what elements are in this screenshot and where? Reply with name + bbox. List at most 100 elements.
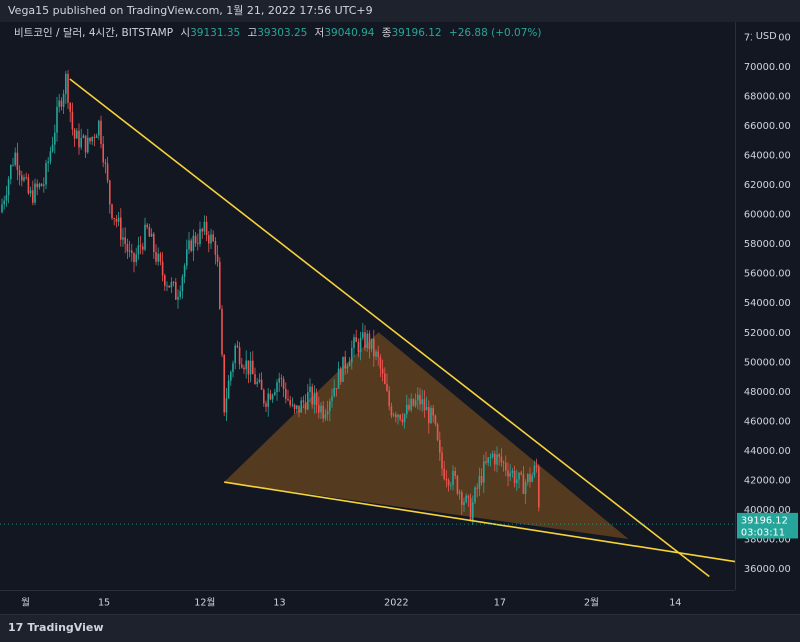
candle-body bbox=[227, 380, 230, 399]
candle-body bbox=[342, 356, 344, 382]
candle-body bbox=[252, 360, 254, 375]
candle-body bbox=[478, 475, 481, 489]
symbol-legend: 비트코인 / 달러, 4시간, BITSTAMP 시39131.35 고3930… bbox=[14, 25, 541, 40]
candle-body bbox=[362, 332, 364, 338]
candle-body bbox=[91, 136, 93, 142]
candle-body bbox=[379, 357, 382, 369]
candle-body bbox=[276, 382, 278, 393]
y-tick-label: 50000.00 bbox=[744, 357, 791, 368]
candle-body bbox=[298, 405, 300, 413]
time-axis[interactable]: 월 15 12월 13 2022 17 2월 14 bbox=[0, 590, 735, 614]
candle-body bbox=[335, 388, 338, 389]
candle-body bbox=[355, 337, 357, 343]
candle-body bbox=[333, 388, 335, 397]
candle-body bbox=[370, 338, 373, 349]
candle-body bbox=[443, 468, 445, 479]
candle-body bbox=[87, 137, 89, 153]
candle-body bbox=[502, 462, 505, 464]
candle-body bbox=[109, 180, 111, 205]
candle-body bbox=[326, 411, 329, 415]
y-tick-label: 46000.00 bbox=[744, 416, 791, 427]
candle-body bbox=[472, 502, 474, 521]
candle-body bbox=[388, 390, 390, 407]
candle-body bbox=[406, 404, 408, 415]
tradingview-logo[interactable]: 𝟭𝟳 TradingView bbox=[8, 621, 104, 634]
candle-body bbox=[7, 179, 10, 196]
candle-body bbox=[480, 475, 483, 483]
candle-body bbox=[476, 487, 478, 489]
trendline-2[interactable] bbox=[224, 481, 735, 563]
close-label: 종 bbox=[381, 27, 392, 39]
candle-body bbox=[522, 474, 525, 494]
currency-bg bbox=[751, 28, 778, 43]
open-label: 시 bbox=[180, 27, 191, 39]
candle-body bbox=[203, 221, 206, 232]
candle-body bbox=[511, 470, 514, 473]
candle-body bbox=[450, 485, 452, 486]
candle-body bbox=[346, 366, 349, 369]
candle-body bbox=[348, 362, 351, 367]
trendline-1[interactable] bbox=[69, 78, 710, 578]
brand-name: TradingView bbox=[27, 621, 104, 634]
candle-body bbox=[500, 456, 503, 463]
candle-body bbox=[117, 217, 120, 222]
currency-label: USD bbox=[756, 31, 777, 42]
candle-body bbox=[287, 398, 289, 401]
candle-body bbox=[43, 184, 45, 186]
y-tick-label: 66000.00 bbox=[744, 121, 791, 132]
candle-body bbox=[197, 243, 199, 245]
candle-body bbox=[54, 132, 56, 145]
candle-body bbox=[205, 221, 208, 236]
candle-body bbox=[278, 378, 280, 383]
candle-body bbox=[505, 462, 507, 471]
candle-body bbox=[489, 457, 492, 458]
candle-body bbox=[219, 261, 221, 309]
candle-body bbox=[210, 234, 212, 244]
publish-bar: Vega15 published on TradingView.com, 1월 … bbox=[0, 0, 800, 22]
candle-body bbox=[454, 470, 456, 477]
price-axis[interactable]: 36000.00 38000.00 40000.00 42000.00 44000.00… bbox=[735, 22, 800, 590]
y-tick-label: 60000.00 bbox=[744, 210, 791, 221]
candle-body bbox=[531, 475, 533, 482]
candle-body bbox=[181, 276, 184, 292]
candle-body bbox=[507, 470, 509, 477]
candle-body bbox=[38, 183, 41, 188]
candle-body bbox=[375, 351, 377, 357]
candle-body bbox=[513, 470, 516, 484]
candle-body bbox=[247, 360, 250, 375]
candle-body bbox=[128, 250, 131, 252]
candle-body bbox=[71, 111, 74, 130]
candle-body bbox=[238, 347, 241, 365]
candle-body bbox=[146, 224, 148, 228]
candle-body bbox=[439, 440, 441, 453]
candle-body bbox=[27, 177, 30, 194]
y-tick-label: 58000.00 bbox=[744, 239, 791, 250]
candle-body bbox=[421, 399, 423, 405]
candle-body bbox=[216, 254, 219, 262]
candle-body bbox=[474, 487, 476, 503]
candle-body bbox=[153, 233, 155, 253]
candle-body bbox=[296, 405, 298, 410]
candle-body bbox=[212, 234, 214, 242]
candle-body bbox=[115, 219, 118, 222]
candle-body bbox=[104, 162, 107, 164]
candle-body bbox=[401, 419, 404, 423]
candle-body bbox=[397, 414, 399, 418]
price-tag bbox=[736, 512, 799, 539]
candle-body bbox=[67, 73, 69, 103]
publish-info: Vega15 published on TradingView.com, 1월 … bbox=[8, 4, 373, 17]
candle-body bbox=[164, 275, 166, 286]
candle-body bbox=[65, 73, 67, 94]
candle-body bbox=[463, 502, 465, 505]
candle-body bbox=[524, 482, 527, 494]
candle-body bbox=[529, 474, 531, 482]
candle-body bbox=[366, 333, 368, 348]
candle-body bbox=[399, 414, 401, 420]
candle-body bbox=[357, 342, 360, 353]
candle-body bbox=[331, 396, 333, 402]
candle-body bbox=[322, 405, 324, 419]
candle-body bbox=[208, 235, 210, 244]
candle-body bbox=[311, 386, 313, 405]
price-chart[interactable] bbox=[0, 22, 735, 590]
candle-body bbox=[359, 337, 362, 353]
